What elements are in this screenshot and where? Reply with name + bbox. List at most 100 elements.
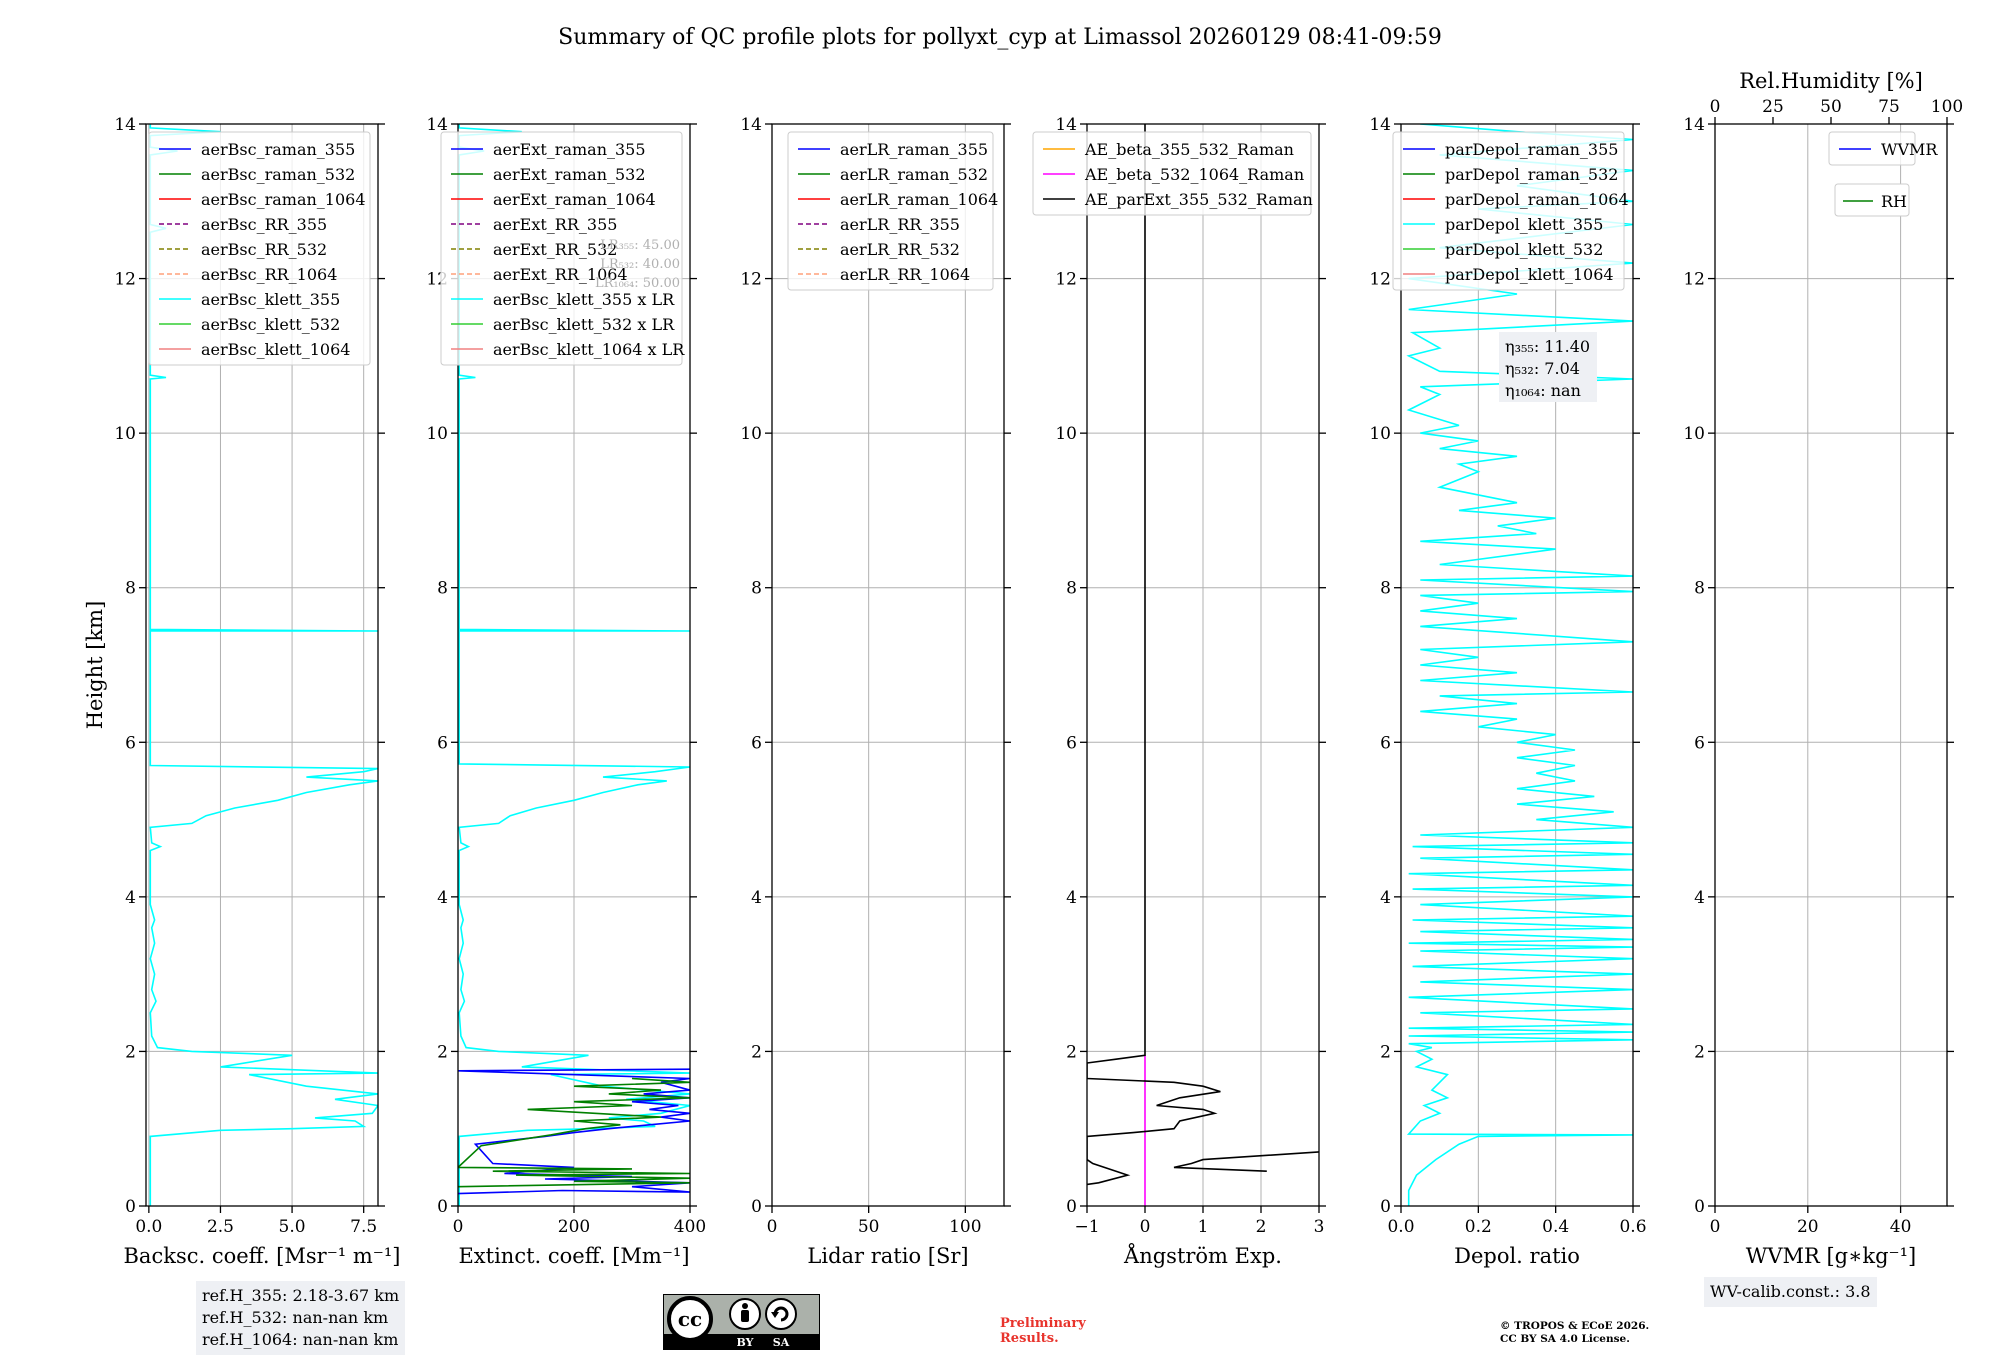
legend-label: aerBsc_klett_532: [201, 315, 340, 334]
legend-label: aerExt_raman_355: [493, 140, 646, 159]
x-axis-label: WVMR [g∗kg⁻¹]: [1746, 1244, 1917, 1268]
legend-box: [1828, 131, 1916, 166]
top-tick-label: 100: [1931, 97, 1963, 117]
x-tick-label: 0: [453, 1217, 464, 1237]
preliminary-results-note: Preliminary Results.: [1000, 1316, 1086, 1346]
figure-title: Summary of QC profile plots for pollyxt_…: [558, 25, 1442, 50]
x-tick-label: 2.5: [207, 1217, 234, 1237]
legend-label: AE_beta_355_532_Raman: [1084, 140, 1294, 159]
x-tick-label: 0: [1140, 1217, 1151, 1237]
series-aerExt_raman_532: [458, 1077, 690, 1188]
legend-label: aerExt_RR_355: [493, 215, 617, 234]
y-tick-label: 12: [114, 270, 136, 290]
share-alike-icon: [765, 1298, 797, 1330]
legend-label: aerBsc_klett_1064 x LR: [493, 340, 685, 359]
legend-label: aerLR_RR_1064: [840, 265, 970, 284]
y-tick-label: 6: [1066, 733, 1077, 753]
axes-frame: [1400, 123, 1634, 1207]
y-tick-label: 2: [1380, 1042, 1391, 1062]
y-tick-label: 12: [1055, 270, 1077, 290]
legend-label: AE_parExt_355_532_Raman: [1084, 190, 1313, 209]
y-tick-label: 2: [1694, 1042, 1705, 1062]
x-tick-label: 40: [1890, 1217, 1912, 1237]
y-tick-label: 12: [740, 270, 762, 290]
series-parDepol_klett_355: [1406, 124, 1633, 1206]
x-axis-label: Extinct. coeff. [Mm⁻¹]: [458, 1244, 689, 1268]
cc-logo-text: cc: [678, 1307, 702, 1331]
ref-height-532: ref.H_532: nan-nan km: [202, 1308, 389, 1327]
y-tick-label: 8: [125, 579, 136, 599]
x-tick-label: 0.0: [135, 1217, 162, 1237]
y-tick-label: 0: [1380, 1197, 1391, 1217]
y-tick-label: 12: [1369, 270, 1391, 290]
legend-label: AE_beta_532_1064_Raman: [1084, 165, 1304, 184]
axes-frame: [1714, 123, 1948, 1207]
y-tick-label: 14: [1055, 115, 1077, 135]
y-tick-label: 0: [751, 1197, 762, 1217]
copyright-line-2: CC BY SA 4.0 License.: [1500, 1333, 1630, 1345]
x-axis-label: Ångström Exp.: [1123, 1243, 1282, 1268]
y-tick-label: 4: [1380, 888, 1391, 908]
top-axis-label: Rel.Humidity [%]: [1739, 69, 1923, 93]
panel-backscatter: 0 2 4 6 8 10 12 14 0.0 2.5 5.0 7.5 Backsc. coeff. [M…: [83, 115, 400, 1268]
x-tick-label: 400: [674, 1217, 706, 1237]
y-axis-label: Height [km]: [83, 601, 107, 730]
lr-annotation: LR₃₅₅: 45.00: [600, 238, 680, 253]
y-tick-label: 6: [125, 733, 136, 753]
ref-height-1064: ref.H_1064: nan-nan km: [202, 1330, 399, 1349]
y-tick-label: 2: [125, 1042, 136, 1062]
y-tick-label: 14: [1369, 115, 1391, 135]
legend-label: parDepol_klett_1064: [1445, 265, 1614, 284]
legend-label: aerExt_raman_532: [493, 165, 646, 184]
legend-backscatter: aerBsc_raman_355 aerBsc_raman_532 aerBsc_r…: [148, 131, 371, 366]
y-tick-label: 14: [1683, 115, 1705, 135]
y-tick-label: 6: [1380, 733, 1391, 753]
by-label: BY: [737, 1336, 754, 1349]
y-tick-label: 2: [1066, 1042, 1077, 1062]
y-tick-label: 0: [1066, 1197, 1077, 1217]
reference-heights-box: ref.H_355: 2.18-3.67 km ref.H_532: nan-n…: [196, 1281, 406, 1355]
legend-label: aerBsc_raman_1064: [201, 190, 366, 209]
legend-label: parDepol_klett_355: [1445, 215, 1603, 234]
legend-label: aerBsc_raman_355: [201, 140, 355, 159]
panel-lidar_ratio: 0 2 4 6 8 10 12 14 0 50 100 Lidar ratio [Sr] aerLR_r…: [740, 115, 1011, 1268]
legend-wvmr: WVMR RH: [1828, 131, 1938, 217]
y-tick-label: 14: [114, 115, 136, 135]
x-axis-label: Lidar ratio [Sr]: [807, 1244, 968, 1268]
legend-label: aerBsc_klett_355 x LR: [493, 290, 675, 309]
x-tick-label: 200: [558, 1217, 590, 1237]
y-tick-label: 12: [1683, 270, 1705, 290]
top-tick-label: 50: [1820, 97, 1842, 117]
lr-annotation: LR₅₃₂: 40.00: [600, 257, 680, 272]
legend-label: RH: [1881, 192, 1907, 211]
x-tick-label: 100: [949, 1217, 981, 1237]
y-tick-label: 10: [1683, 424, 1705, 444]
x-tick-label: 0: [767, 1217, 778, 1237]
legend-label: parDepol_klett_532: [1445, 240, 1603, 259]
x-tick-label: 2: [1256, 1217, 1267, 1237]
x-tick-label: 3: [1314, 1217, 1325, 1237]
legend-label: aerBsc_klett_532 x LR: [493, 315, 675, 334]
y-tick-label: 10: [1055, 424, 1077, 444]
legend-label: WVMR: [1881, 140, 1938, 159]
panel-depol: 0 2 4 6 8 10 12 14 0.0 0.2 0.4 0.6 Depol. ratio parDe…: [1369, 115, 1646, 1268]
y-tick-label: 8: [1694, 579, 1705, 599]
eta-label: η₁₀₆₄: nan: [1505, 381, 1581, 400]
y-tick-label: 8: [751, 579, 762, 599]
legend-label: aerBsc_RR_1064: [201, 265, 337, 284]
x-tick-label: 0.2: [1465, 1217, 1492, 1237]
legend-lidar_ratio: aerLR_raman_355 aerLR_raman_532 aerLR_rama…: [787, 131, 998, 291]
legend-label: aerExt_RR_1064: [493, 265, 628, 284]
preliminary-line-1: Preliminary: [1000, 1316, 1086, 1331]
legend-depol: parDepol_raman_355 parDepol_raman_532 parD…: [1392, 131, 1629, 291]
legend-box: [148, 131, 371, 366]
legend-box: [1392, 131, 1625, 291]
series-AE_parExt_355_532_Raman: [1087, 124, 1221, 1186]
y-tick-label: 4: [1694, 888, 1705, 908]
x-tick-label: 1: [1198, 1217, 1209, 1237]
legend-box: [787, 131, 994, 291]
legend-box: [440, 131, 683, 366]
